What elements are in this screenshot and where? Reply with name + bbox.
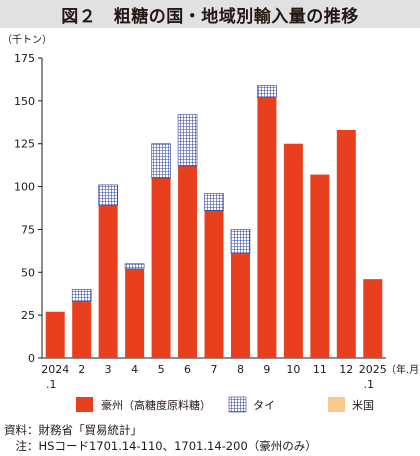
bar-australia xyxy=(178,166,198,358)
hs-code-note: 注：HSコード1701.14-110、1701.14-200（豪州のみ） xyxy=(4,439,317,453)
bar-australia xyxy=(45,311,65,358)
x-unit-label: （年.月） xyxy=(386,363,420,376)
legend-label: 米国 xyxy=(352,399,374,412)
x-tick-label: 12 xyxy=(339,363,353,376)
bar-australia xyxy=(230,253,250,358)
y-unit-label: （千トン） xyxy=(2,34,52,46)
source-note: 資料：財務省「貿易統計」 xyxy=(4,423,142,437)
y-tick-label: 0 xyxy=(28,352,35,365)
legend-swatch xyxy=(228,396,247,413)
bar-thailand xyxy=(98,184,118,206)
bar-australia xyxy=(283,143,303,358)
x-tick-label: 9 xyxy=(263,363,270,376)
bar-australia xyxy=(151,178,171,358)
bar-australia xyxy=(72,301,92,358)
x-tick-label: 6 xyxy=(184,363,191,376)
y-tick-label: 25 xyxy=(21,309,35,322)
y-tick-label: 150 xyxy=(14,95,35,108)
bar-australia xyxy=(363,279,383,358)
bar-australia xyxy=(204,210,224,358)
x-tick-label: 3 xyxy=(105,363,112,376)
x-tick-label: 7 xyxy=(211,363,218,376)
x-tick-label: 5 xyxy=(158,363,165,376)
legend-swatch xyxy=(76,397,93,412)
x-tick-label: 8 xyxy=(237,363,244,376)
bar-australia xyxy=(257,97,277,358)
x-tick-sublabel: .1 xyxy=(364,378,375,391)
y-tick-label: 100 xyxy=(14,181,35,194)
x-tick-label: 2 xyxy=(78,363,85,376)
y-tick-label: 50 xyxy=(21,266,35,279)
x-tick-label: 11 xyxy=(313,363,327,376)
x-tick-label: 4 xyxy=(131,363,138,376)
bar-thailand xyxy=(230,229,251,254)
chart-title-banner: 図２ 粗糖の国・地域別輸入量の推移 xyxy=(0,0,420,28)
bar-australia xyxy=(310,174,330,358)
bar-australia xyxy=(336,130,356,358)
legend-swatch xyxy=(328,397,345,412)
bar-thailand xyxy=(151,143,171,179)
y-tick-label: 175 xyxy=(14,52,35,65)
x-tick-label: 10 xyxy=(286,363,300,376)
bar-australia xyxy=(98,205,118,358)
legend-label: 豪州（高糖度原料糖） xyxy=(101,398,211,412)
bar-thailand xyxy=(71,289,92,302)
bar-australia xyxy=(125,268,145,358)
x-tick-label: 2025 xyxy=(359,363,387,376)
y-tick-label: 75 xyxy=(21,223,35,236)
bar-thailand xyxy=(177,114,198,167)
bar-thailand xyxy=(204,193,224,211)
x-tick-sublabel: .1 xyxy=(46,378,57,391)
x-tick-label: 2024 xyxy=(41,363,69,376)
bar-thailand xyxy=(124,263,145,270)
chart-title: 図２ 粗糖の国・地域別輸入量の推移 xyxy=(61,6,359,27)
y-tick-label: 125 xyxy=(14,138,35,151)
bar-thailand xyxy=(257,85,277,98)
legend-label: タイ xyxy=(253,399,275,412)
